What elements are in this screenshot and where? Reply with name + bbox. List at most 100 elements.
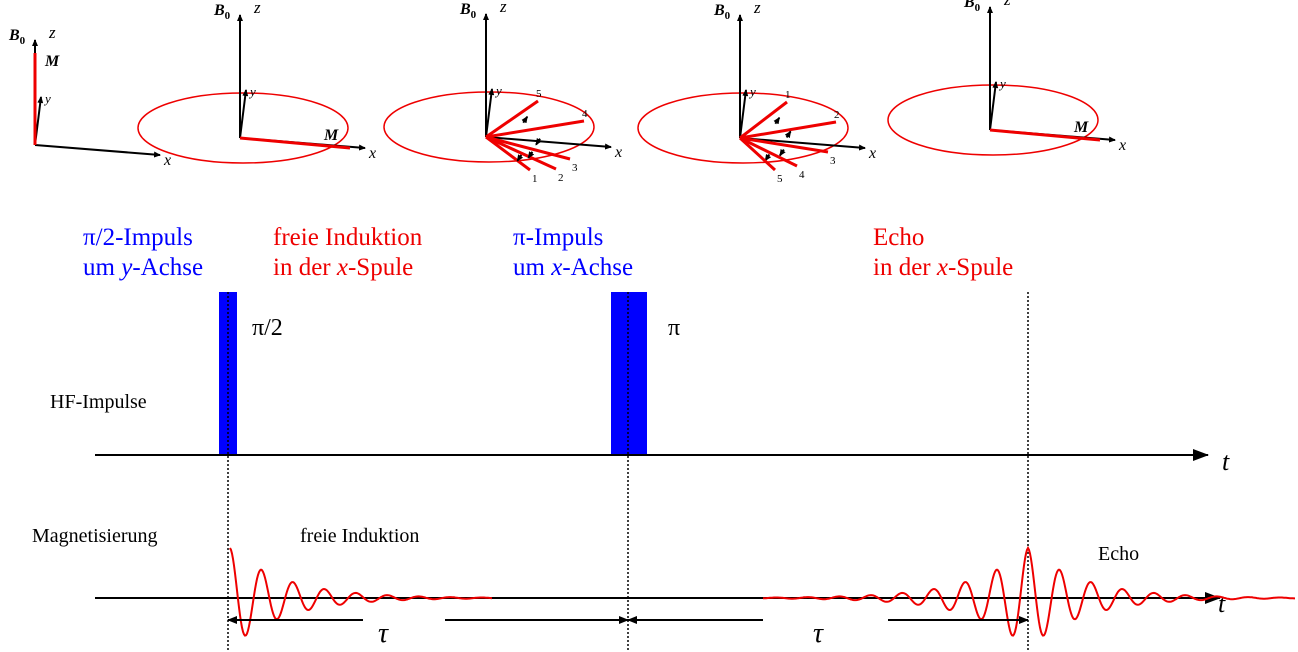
caption-part: Echo [873,224,924,251]
pulse-label: π/2 [252,315,283,341]
caption-part: in der [273,254,337,281]
z-label: z [48,23,56,42]
dephase-arrow [535,137,542,146]
caption-line: π-Impuls [513,224,603,251]
tau-label: τ [378,618,389,649]
caption-part: um [513,254,551,281]
spin-label: 1 [785,89,791,101]
precession-circle [383,91,595,163]
field-subscript: 0 [20,35,26,47]
vector-label: M [1073,119,1089,136]
x-label: x [368,145,376,162]
y-label: y [494,83,502,98]
caption-line: um y-Achse [83,254,203,281]
echo-label: Echo [1098,543,1139,565]
spin-vector [485,119,585,139]
magnetization-label: Magnetisierung [32,525,158,547]
dephase-arrow [521,115,529,124]
pulse [611,292,647,455]
x-label: x [163,152,171,169]
caption-part: x [336,254,348,281]
spin-label: 2 [558,172,564,184]
spin-label: 5 [777,173,783,185]
y-axis [989,81,999,131]
caption-line: in der x-Spule [873,254,1013,281]
spin-label: 3 [572,162,578,174]
caption-part: -Achse [132,254,203,281]
spin-label: 4 [582,108,588,120]
caption-part: x [936,254,948,281]
spin-label: 3 [830,155,836,167]
spin-vector [485,135,531,172]
hf-label: HF-Impulse [50,391,147,413]
spin-vector [485,135,571,161]
spin-label: 2 [834,109,840,121]
y-axis [739,89,749,139]
caption-part: π-Impuls [513,224,603,251]
x-axis [485,136,612,150]
caption-part: um [83,254,121,281]
field-subscript: 0 [725,10,731,22]
precession-circle [137,92,349,164]
spin-label: 1 [532,173,538,185]
field-label: B0 [459,1,477,21]
caption-line: Echo [873,224,924,251]
spin-label: 4 [799,169,805,181]
fid-label: freie Induktion [300,525,419,547]
x-label: x [1118,137,1126,154]
dephase-arrow [516,154,524,162]
x-axis [34,144,161,158]
dephase-arrow [784,130,792,139]
y-label: y [748,84,756,99]
vector-label: M [323,127,339,144]
y-label: y [43,91,51,106]
caption-part: π/2-Impuls [83,224,193,251]
y-axis [239,89,249,139]
caption-line: freie Induktion [273,224,423,251]
spin-vector [485,99,539,139]
caption-part: -Spule [948,254,1013,281]
y-label: y [998,76,1006,91]
field-label: B0 [8,27,26,47]
hf-axis-label: t [1222,447,1230,476]
pulse-label: π [668,315,680,341]
x-axis [739,137,866,151]
caption-part: -Spule [348,254,413,281]
spin-label: 5 [536,88,542,100]
spin-vector [738,136,777,172]
y-label: y [248,84,256,99]
dephase-arrow [764,153,772,162]
dephase-arrow [527,151,535,159]
field-subscript: 0 [975,2,981,14]
y-axis [485,88,495,138]
z-label: z [753,0,761,17]
caption-line: π/2-Impuls [83,224,193,251]
magnetization-vector [989,128,1101,142]
caption-part: in der [873,254,937,281]
dephase-arrow [773,116,781,125]
x-label: x [614,144,622,161]
field-subscript: 0 [471,9,477,21]
field-subscript: 0 [225,10,231,22]
z-label: z [499,0,507,16]
echo-signal [763,545,1295,637]
spin-vector [485,135,557,171]
caption-part: freie Induktion [273,224,423,251]
spin-vector [739,136,829,154]
spin-vector [739,100,788,140]
x-label: x [868,145,876,162]
field-label: B0 [713,2,731,22]
fid-signal [229,547,493,637]
magnetization-vector [239,136,351,150]
field-label: B0 [213,2,231,22]
vector-label: M [44,53,60,70]
m-axis-label: t [1218,589,1226,618]
spin-vector [739,136,798,168]
dephase-arrow [779,148,786,157]
precession-circle [637,92,849,164]
z-label: z [253,0,261,17]
z-label: z [1003,0,1011,9]
spin-vector [739,120,837,140]
caption-line: um x-Achse [513,254,633,281]
